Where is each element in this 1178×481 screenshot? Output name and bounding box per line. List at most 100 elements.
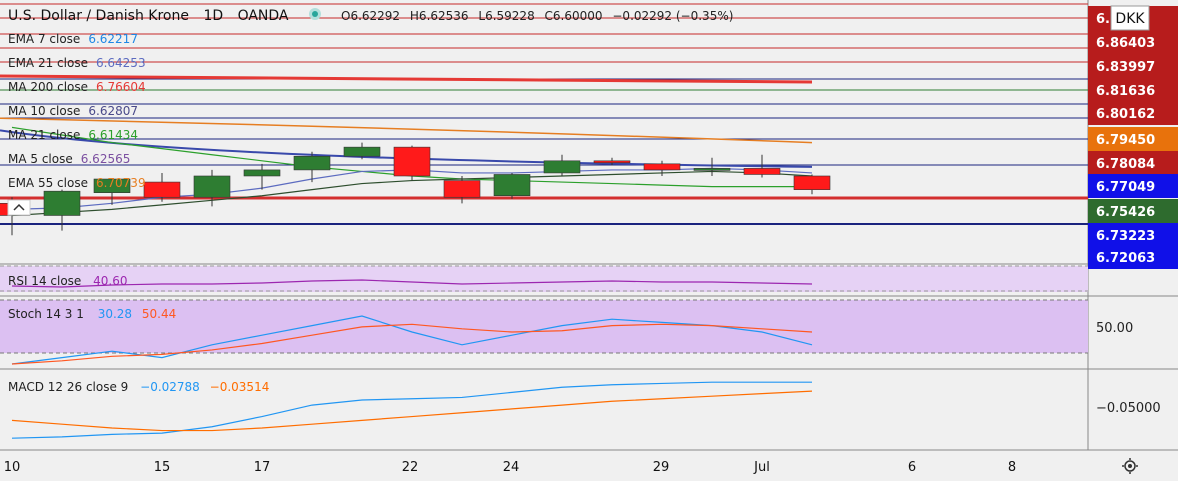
candle-up <box>243 169 281 177</box>
rsi-value: 40.60 <box>93 274 127 288</box>
time-axis-label: 6 <box>908 460 916 475</box>
candle-up <box>43 190 81 216</box>
ohlc-low: L6.59228 <box>478 9 534 23</box>
indicator-name: MA 10 close <box>8 104 80 118</box>
macd-signal-value: −0.03514 <box>210 380 270 394</box>
price-label-bg <box>1088 245 1178 269</box>
stoch-name: Stoch 14 3 1 <box>8 307 84 321</box>
ohlc-change: −0.02292 (−0.35%) <box>612 9 733 23</box>
macd-macd-line <box>11 381 812 439</box>
time-axis-label: Jul <box>753 460 770 475</box>
macd-name: MACD 12 26 close 9 <box>8 380 128 394</box>
indicator-legend-item: MA 10 close 6.62807 <box>8 104 138 118</box>
collapse-legend-button[interactable] <box>7 199 31 216</box>
price-label: 6.77049 <box>1096 180 1155 195</box>
macd-value: −0.02788 <box>140 380 200 394</box>
indicator-legend-item: EMA 55 close 6.70739 <box>8 176 146 190</box>
time-axis-label: 22 <box>402 460 419 475</box>
indicator-value: 6.62807 <box>88 104 138 118</box>
price-label: 6.73223 <box>1096 229 1155 244</box>
indicator-value: 6.61434 <box>88 128 138 142</box>
price-label: 6.81636 <box>1096 84 1155 99</box>
time-axis-label: 8 <box>1008 460 1016 475</box>
time-axis-label: 15 <box>154 460 171 475</box>
candle-up <box>493 174 531 197</box>
price-label: 6.78084 <box>1096 157 1155 172</box>
price-label-bg <box>1088 127 1178 151</box>
candle-down <box>443 180 481 198</box>
chart-title: U.S. Dollar / Danish Krone 1D OANDA <box>8 8 289 24</box>
stoch-legend: Stoch 14 3 1 30.28 50.44 <box>8 307 176 321</box>
main-pane-bg <box>0 0 1088 264</box>
series-layer <box>0 117 813 439</box>
indicator-legend-item: EMA 21 close 6.64253 <box>8 56 146 70</box>
price-label: 6.75426 <box>1096 205 1155 220</box>
price-label: 6. <box>1096 12 1110 27</box>
rsi-line <box>11 279 813 288</box>
symbol-name: U.S. Dollar / Danish Krone <box>8 8 189 24</box>
candle-down <box>643 163 681 171</box>
time-axis-label: 29 <box>653 460 670 475</box>
price-label: 6.86403 <box>1096 36 1155 51</box>
rsi-name: RSI 14 close <box>8 274 81 288</box>
candle-up <box>93 178 131 193</box>
stoch-level-label: 50.00 <box>1096 321 1133 336</box>
price-label: 6.83997 <box>1096 60 1155 75</box>
price-label: 6.80162 <box>1096 107 1155 122</box>
rsi-legend: RSI 14 close 40.60 <box>8 274 128 288</box>
indicator-name: EMA 7 close <box>8 32 80 46</box>
macd-level-label: −0.05000 <box>1096 401 1161 416</box>
candle-down <box>743 168 781 175</box>
ma10-line <box>11 170 813 217</box>
stoch-d-line <box>11 323 813 365</box>
stoch-k-value: 30.28 <box>98 307 132 321</box>
price-label-bg <box>1088 151 1178 175</box>
indicator-value: 6.62565 <box>81 152 131 166</box>
exchange: OANDA <box>238 8 289 24</box>
time-axis-label: 10 <box>4 460 21 475</box>
price-label-bg <box>1088 54 1178 78</box>
indicator-value: 6.70739 <box>96 176 146 190</box>
currency-label: DKK <box>1115 11 1145 27</box>
chevron-up-icon <box>13 203 25 211</box>
price-label-bg <box>1088 199 1178 223</box>
price-label-bg <box>1088 30 1178 54</box>
indicator-legend-item: EMA 7 close 6.62217 <box>8 32 138 46</box>
rsi-band <box>0 266 1088 292</box>
candle-up <box>293 155 331 171</box>
trend-line <box>0 74 813 84</box>
stoch-band <box>0 300 1088 353</box>
candle-up <box>693 168 731 171</box>
candle-up <box>343 146 381 157</box>
price-axis: 6. 6.86403 6.83997 6.81636 6.80162 6.79450 6.7… <box>1088 6 1178 269</box>
ohlc-open: O6.62292 <box>341 9 400 23</box>
candle-up <box>543 160 581 174</box>
indicator-name: EMA 55 close <box>8 176 88 190</box>
macd-legend: MACD 12 26 close 9 −0.02788 −0.03514 <box>8 380 269 394</box>
candle-down <box>393 146 431 177</box>
indicator-name: EMA 21 close <box>8 56 88 70</box>
candle-down <box>793 175 831 190</box>
ma200-line <box>0 117 813 144</box>
indicator-value: 6.62217 <box>88 32 138 46</box>
horizontal-levels <box>0 3 1088 225</box>
candle-down <box>593 160 631 164</box>
candle-up <box>193 175 231 198</box>
time-axis-label: 17 <box>254 460 271 475</box>
indicator-name: MA 200 close <box>8 80 88 94</box>
indicator-name: MA 5 close <box>8 152 73 166</box>
price-label: 6.72063 <box>1096 251 1155 266</box>
price-label-bg <box>1088 174 1178 198</box>
indicator-legend-item: MA 21 close 6.61434 <box>8 128 138 142</box>
price-label-bg <box>1088 78 1178 102</box>
indicator-value: 6.64253 <box>96 56 146 70</box>
indicator-name: MA 21 close <box>8 128 80 142</box>
time-axis: 10 15 17 22 24 29 Jul 6 8 <box>4 460 1016 475</box>
indicator-legend-item: MA 5 close 6.62565 <box>8 152 130 166</box>
settings-icon[interactable] <box>1122 458 1138 474</box>
macd-signal-line <box>11 390 813 432</box>
indicator-value: 6.76604 <box>96 80 146 94</box>
price-label-bg <box>1088 223 1178 247</box>
